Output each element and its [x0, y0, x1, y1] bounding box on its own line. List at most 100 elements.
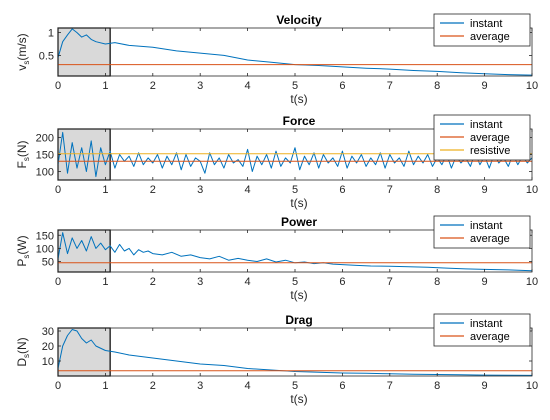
x-tick-label: 3 [197, 276, 203, 288]
x-tick-label: 4 [245, 184, 251, 196]
y-axis-label-subscript: s [22, 354, 31, 358]
legend-label-instant: instant [470, 318, 502, 330]
x-axis-label: t(s) [290, 196, 307, 210]
legend-label-average: average [470, 132, 510, 144]
x-tick-label: 0 [55, 380, 61, 392]
x-tick-label: 9 [482, 184, 488, 196]
x-tick-label: 9 [482, 380, 488, 392]
x-tick-label: 4 [245, 276, 251, 288]
legend-label-average: average [470, 31, 510, 43]
y-axis-label-unit: (W) [15, 235, 29, 254]
x-tick-label: 0 [55, 80, 61, 92]
y-axis-label-symbol: F [15, 161, 29, 168]
panel-velocity: 0 1 2 3 4 5 6 7 8 9 10 0.5 1 Velocity t(s) vs(m/s) insta… [15, 13, 538, 106]
x-tick-label: 8 [434, 380, 440, 392]
chart-title: Power [281, 215, 317, 229]
y-axis-label-unit: (m/s) [15, 33, 29, 60]
series-line-instant [58, 232, 532, 272]
x-tick-label: 4 [245, 80, 251, 92]
series-group [58, 28, 532, 76]
x-tick-label: 8 [434, 184, 440, 196]
chart-title: Velocity [276, 13, 322, 27]
x-tick-label: 10 [526, 380, 538, 392]
x-tick-label: 3 [197, 184, 203, 196]
y-tick-label: 30 [42, 326, 54, 338]
highlight-window [57, 327, 111, 377]
x-tick-label: 7 [387, 184, 393, 196]
y-tick-label: 20 [42, 341, 54, 353]
legend-label-instant: instant [470, 18, 502, 30]
x-tick-label: 10 [526, 276, 538, 288]
y-axis-label-symbol: v [15, 65, 29, 71]
legend-label-instant: instant [470, 220, 502, 232]
y-axis-label-subscript: s [22, 255, 31, 259]
x-tick-label: 2 [150, 276, 156, 288]
x-tick-label: 2 [150, 80, 156, 92]
y-axis-label: vs(m/s) [15, 33, 31, 70]
legend-box [433, 215, 531, 249]
x-tick-label: 1 [102, 80, 108, 92]
x-tick-label: 5 [292, 380, 298, 392]
y-axis-label-unit: (N) [15, 337, 29, 354]
x-tick-label: 7 [387, 276, 393, 288]
y-tick-label: 150 [36, 150, 54, 162]
y-axis-label: Fs(N) [15, 140, 31, 168]
x-tick-label: 6 [339, 80, 345, 92]
x-tick-label: 2 [150, 380, 156, 392]
x-tick-label: 5 [292, 276, 298, 288]
highlight-window [57, 27, 111, 77]
chart-title: Force [283, 114, 316, 128]
x-axis-label: t(s) [290, 288, 307, 302]
panel-drag: 0 1 2 3 4 5 6 7 8 9 10 10 20 30 Drag t(s) Ds(N) instantav… [15, 313, 538, 406]
x-tick-label: 9 [482, 276, 488, 288]
x-tick-label: 7 [387, 80, 393, 92]
series-group [58, 329, 532, 376]
y-axis-label-subscript: s [22, 157, 31, 161]
y-tick-label: 1 [48, 28, 54, 40]
x-tick-label: 3 [197, 80, 203, 92]
series-line-instant [58, 329, 532, 376]
x-tick-label: 5 [292, 80, 298, 92]
series-line-instant [58, 28, 532, 76]
legend-box [433, 13, 531, 47]
y-tick-label: 100 [36, 167, 54, 179]
y-tick-label: 150 [36, 230, 54, 242]
highlight-window [57, 229, 111, 273]
y-axis-label-symbol: D [15, 358, 29, 367]
x-tick-label: 6 [339, 380, 345, 392]
legend-box [433, 313, 531, 347]
y-axis-label: Ps(W) [15, 235, 31, 266]
y-axis-label-symbol: P [15, 259, 29, 267]
x-axis-label: t(s) [290, 392, 307, 406]
x-tick-label: 10 [526, 80, 538, 92]
x-tick-label: 7 [387, 380, 393, 392]
x-tick-label: 6 [339, 184, 345, 196]
x-tick-label: 6 [339, 276, 345, 288]
x-tick-label: 1 [102, 184, 108, 196]
panel-force: 0 1 2 3 4 5 6 7 8 9 10 100 150 200 Force t(s) Fs(N) insta… [15, 114, 538, 210]
x-tick-label: 5 [292, 184, 298, 196]
x-tick-label: 1 [102, 380, 108, 392]
y-tick-label: 200 [36, 133, 54, 145]
legend-label-average: average [470, 331, 510, 343]
y-tick-label: 0.5 [39, 50, 54, 62]
x-axis-label: t(s) [290, 92, 307, 106]
legend-label-resistive: resistive [470, 145, 510, 157]
y-tick-label: 10 [42, 356, 54, 368]
legend-label-instant: instant [470, 119, 502, 131]
x-tick-label: 1 [102, 276, 108, 288]
chart-title: Drag [285, 313, 312, 327]
y-tick-label: 50 [42, 257, 54, 269]
x-tick-label: 8 [434, 80, 440, 92]
x-tick-label: 9 [482, 80, 488, 92]
series-group [58, 232, 532, 272]
y-axis-label-subscript: s [22, 61, 31, 65]
x-tick-label: 10 [526, 184, 538, 196]
legend-label-average: average [470, 233, 510, 245]
